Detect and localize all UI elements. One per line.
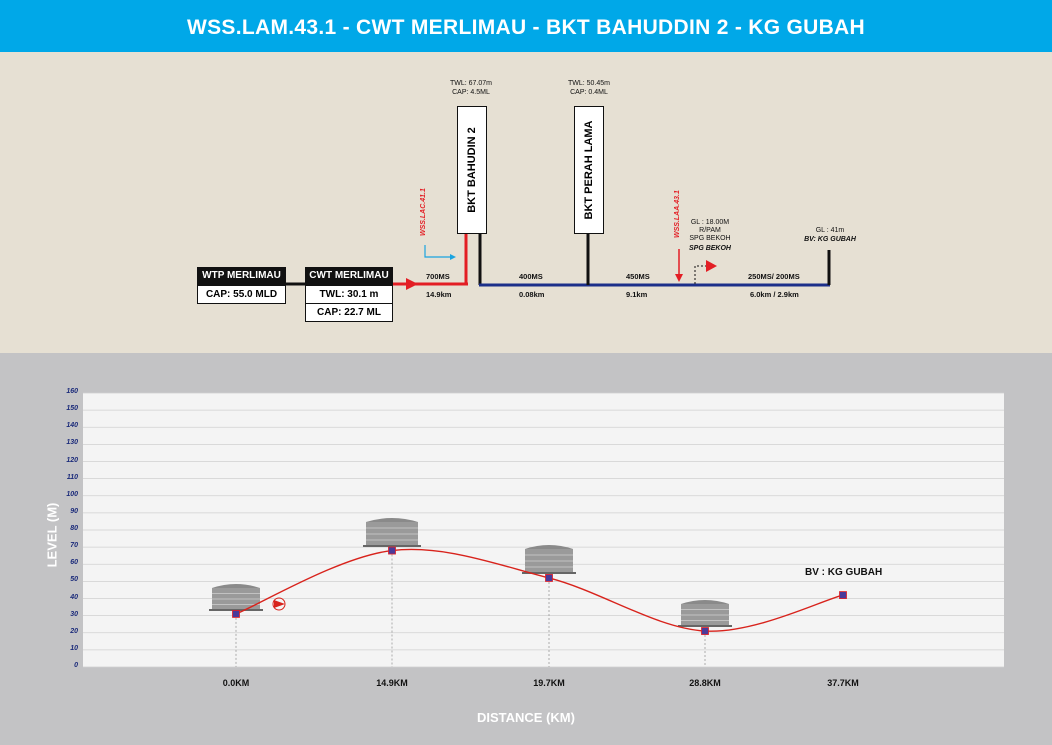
- pipe-4-size: 250MS/ 200MS: [748, 272, 800, 281]
- pipe-2-length: 0.08km: [519, 290, 545, 299]
- x-tick-label: 19.7KM: [533, 678, 565, 688]
- wtp-merlimau-cap: CAP: 55.0 MLD: [197, 285, 286, 304]
- bekoh-spg-red: SPG BEKOH: [688, 245, 731, 252]
- perah-cap: CAP: 0.4ML: [570, 89, 608, 96]
- reservoir-tank-icon: [522, 545, 576, 574]
- bekoh-rpam: R/PAM: [699, 227, 721, 234]
- y-tick-label: 10: [70, 644, 78, 652]
- red-flow-arrow-icon: [406, 278, 418, 290]
- reservoir-tank-icon: [209, 584, 263, 611]
- y-tick-label: 30: [70, 610, 78, 618]
- y-tick-label: 130: [66, 439, 78, 447]
- spg-bekoh-dashed: [694, 265, 706, 284]
- y-tick-label: 100: [66, 490, 78, 498]
- x-tick-label: 14.9KM: [376, 678, 408, 688]
- data-point-1: [388, 546, 396, 555]
- y-tick-label: 50: [70, 576, 78, 584]
- cwt-merlimau-header: CWT MERLIMAU: [305, 267, 393, 285]
- y-tick-label: 70: [70, 542, 78, 550]
- blue-flow-arrow-icon: [424, 245, 452, 258]
- gubah-gl: GL : 41m: [815, 227, 845, 234]
- x-tick-label: 0.0KM: [222, 678, 250, 688]
- x-tick-label: 28.8KM: [689, 678, 721, 688]
- pipe-1-length: 14.9km: [426, 290, 452, 299]
- cwt-merlimau-cap: CAP: 22.7 ML: [305, 303, 393, 322]
- pipe-4-length: 6.0km / 2.9km: [750, 290, 799, 299]
- bv-kg-gubah-annotation: BV : KG GUBAH: [805, 567, 883, 579]
- y-tick-label: 110: [66, 473, 78, 481]
- y-tick-label: 120: [66, 456, 78, 464]
- perah-twl: TWL: 50.45m: [567, 80, 610, 87]
- y-tick-label: 140: [66, 422, 78, 430]
- y-tick-label: 80: [70, 525, 78, 532]
- y-tick-label: 60: [70, 559, 78, 567]
- spg-bekoh-arrow-icon: [706, 260, 717, 272]
- wtp-merlimau-header: WTP MERLIMAU: [197, 267, 286, 285]
- bekoh-spg: SPG BEKOH: [689, 235, 731, 242]
- bahudin-tank: BKT BAHUDIN 2: [457, 106, 487, 234]
- bahudin-twl: TWL: 67.07m: [449, 80, 492, 87]
- x-tick-label: 37.7KM: [827, 678, 859, 688]
- perah-tank: BKT PERAH LAMA: [574, 106, 604, 234]
- bahudin-cap: CAP: 4.5ML: [452, 89, 490, 96]
- y-tick-label: 160: [66, 388, 78, 395]
- y-tick-label: 90: [70, 507, 78, 515]
- y-axis-label: LEVEL (M): [44, 502, 60, 568]
- schematic-pipes: [286, 234, 831, 290]
- data-point-3: [701, 627, 709, 635]
- y-tick-label: 40: [70, 593, 78, 601]
- pipe-1-size: 700MS: [426, 272, 450, 281]
- reservoir-tank-icon: [678, 600, 732, 627]
- y-tick-label: 0: [74, 662, 78, 669]
- reservoir-tank-icon: [363, 518, 421, 547]
- schematic-panel: WTP MERLIMAU CAP: 55.0 MLD CWT MERLIMAU …: [0, 52, 1052, 353]
- page-title: WSS.LAM.43.1 - CWT MERLIMAU - BKT BAHUDD…: [0, 0, 1052, 52]
- y-tick-label: 20: [70, 627, 78, 635]
- pump-arrow-icon: [274, 600, 285, 608]
- x-axis-label: DISTANCE (KM): [477, 710, 575, 725]
- pipe-2-size: 400MS: [519, 272, 543, 281]
- laa-arrow-icon: [675, 274, 683, 282]
- pipe-3-size: 450MS: [626, 272, 650, 281]
- gubah-bv: BV: KG GUBAH: [804, 236, 856, 243]
- data-point-4: [839, 591, 847, 599]
- data-point-0: [232, 610, 240, 618]
- pipe-3-length: 9.1km: [626, 290, 648, 299]
- bekoh-gl: GL : 18.00M: [690, 219, 730, 226]
- data-point-2: [545, 574, 553, 582]
- y-tick-label: 150: [66, 405, 78, 413]
